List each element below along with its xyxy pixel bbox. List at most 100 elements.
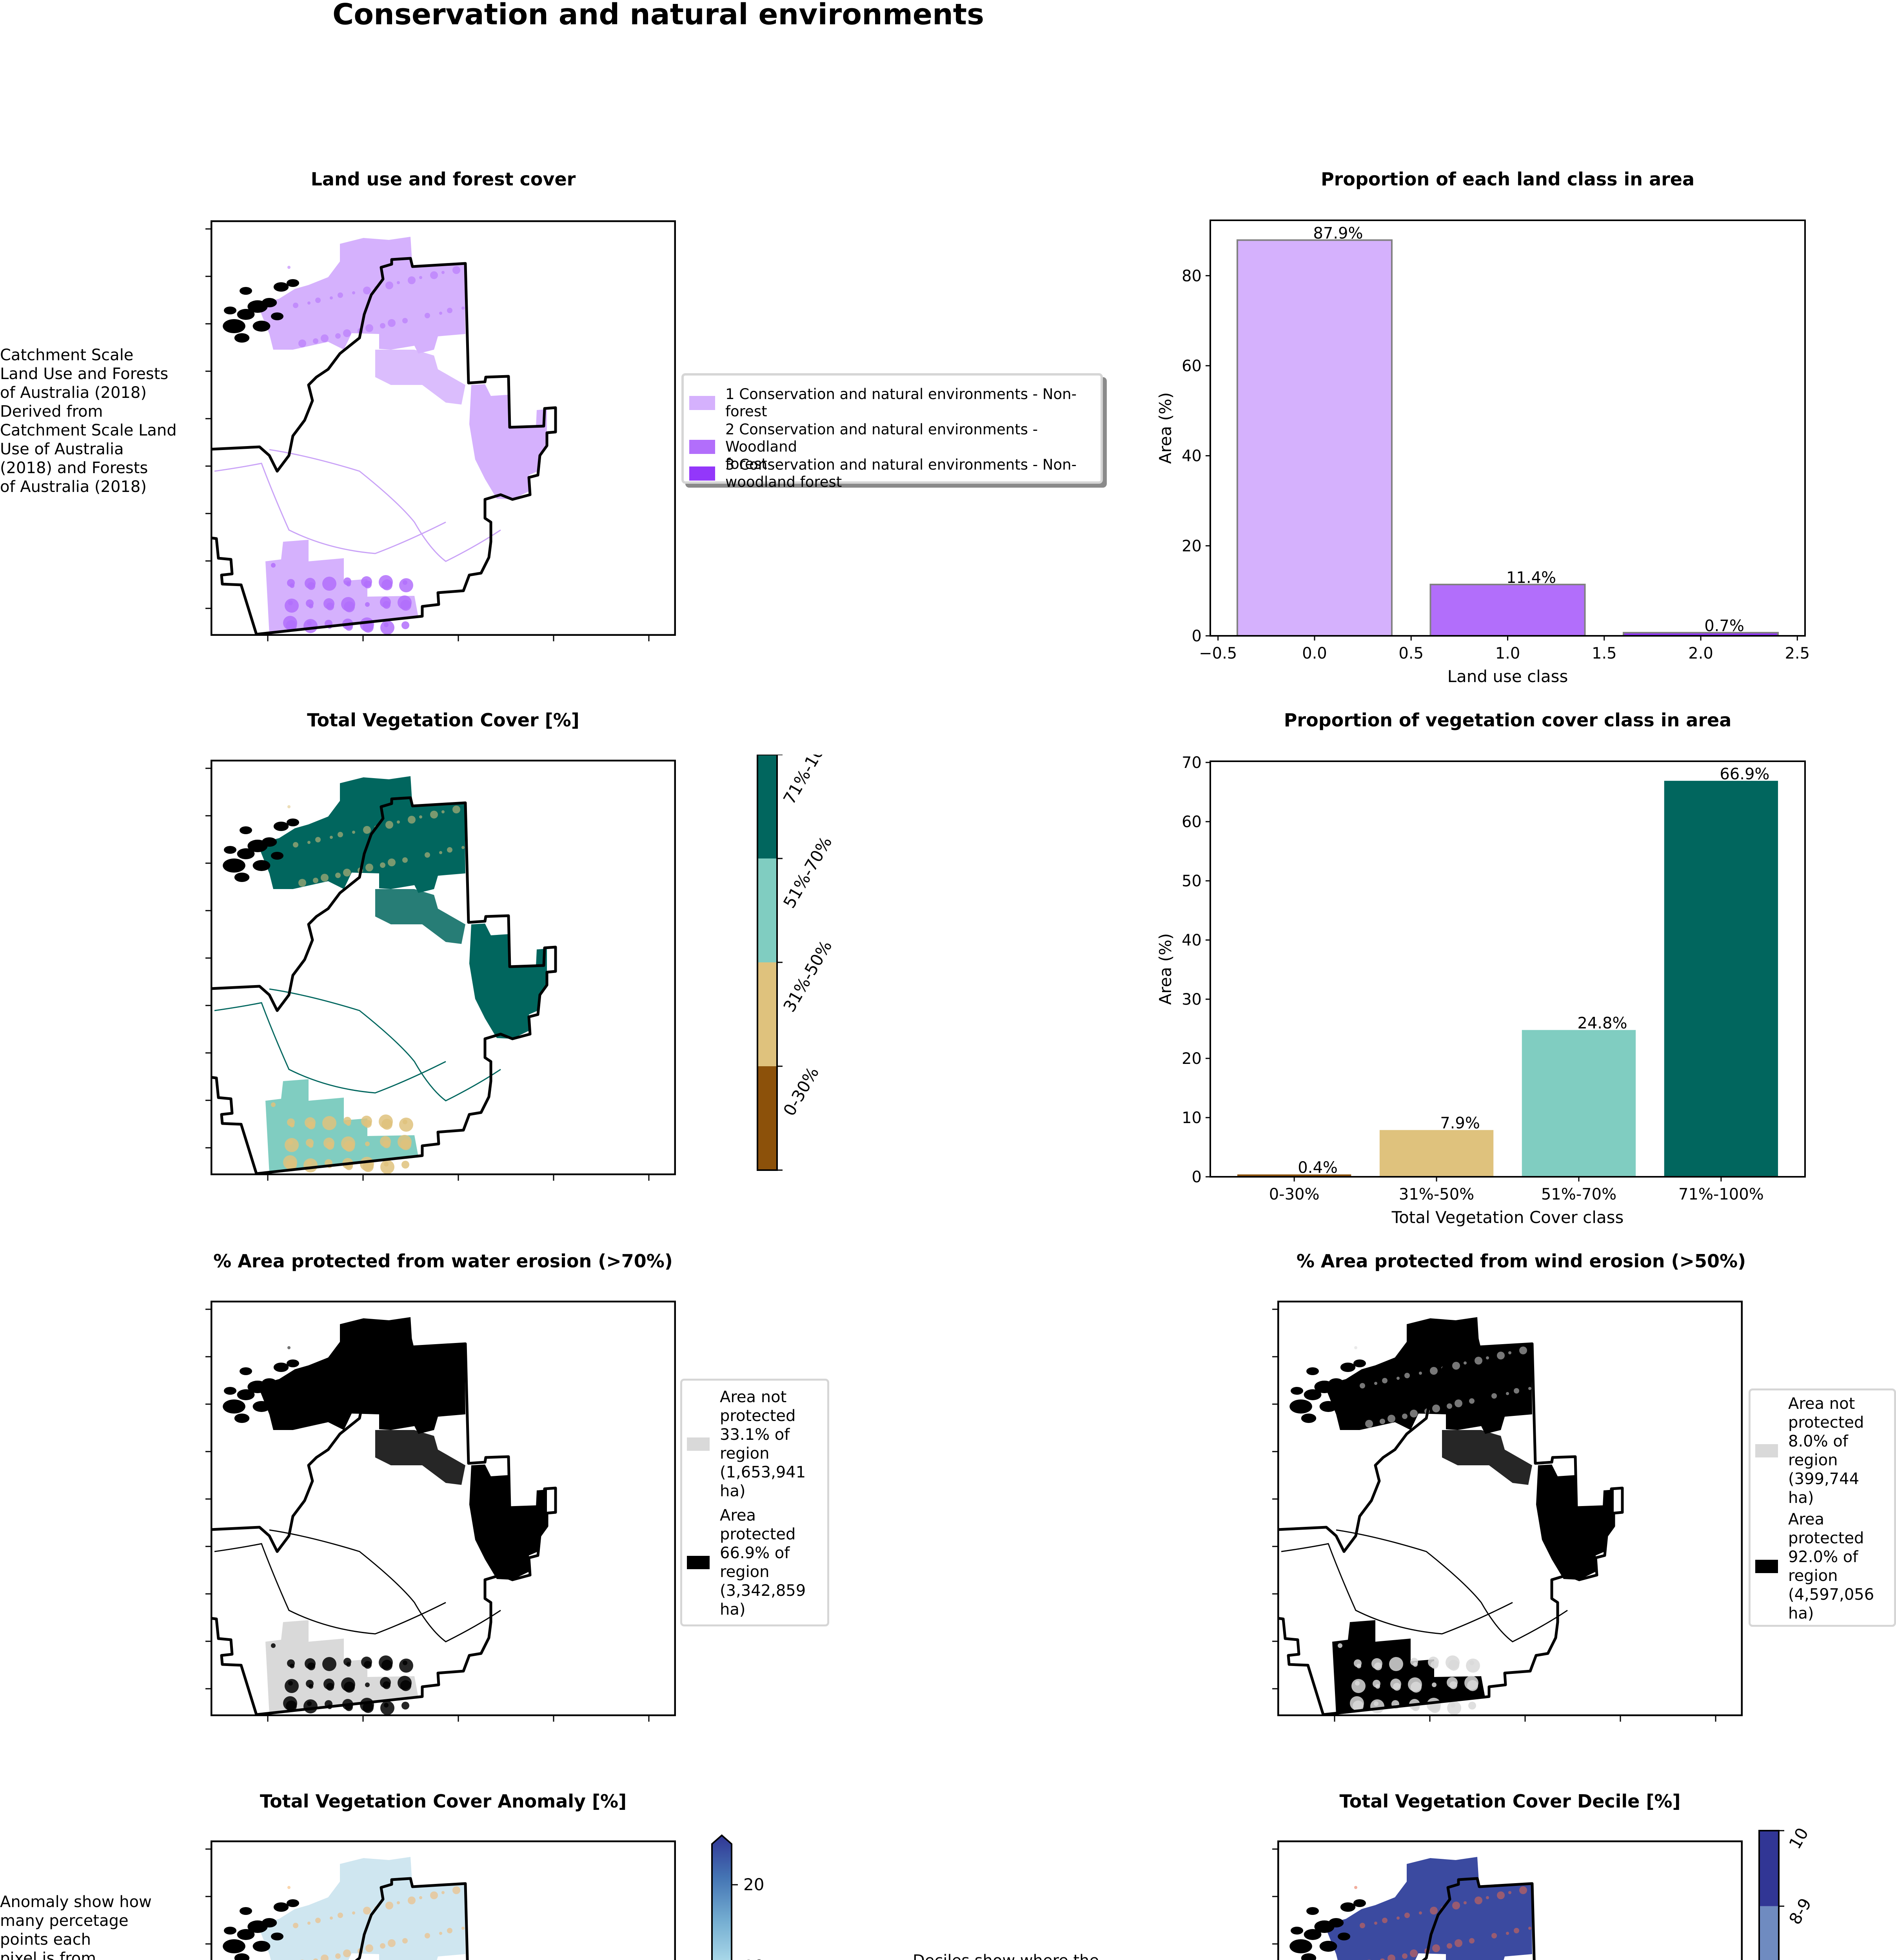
map-pixel-cluster [385, 1362, 393, 1370]
map-pixel-cluster [285, 1138, 299, 1152]
map-pixel-cluster [335, 1953, 341, 1959]
y-tick-label: 40 [1182, 931, 1202, 949]
map-pixel-cluster [363, 1907, 371, 1915]
map-pixel-cluster [1419, 1911, 1422, 1915]
legend-swatch [689, 466, 715, 481]
anomaly-map-title: Total Vegetation Cover Anomaly [%] [260, 1791, 627, 1812]
map-pixel-cluster [352, 1911, 355, 1915]
map-pixel-cluster [439, 312, 442, 315]
map-pixel-cluster [365, 1142, 370, 1146]
map-ticks [1272, 1308, 1716, 1722]
map-pixel-cluster [343, 1949, 351, 1957]
legend-item-not-protected: Area not protected 8.0% of region (399,7… [1755, 1394, 1864, 1507]
map-pixel-cluster [315, 1918, 321, 1923]
legend-swatch [689, 396, 715, 410]
map-pixel-cluster [1404, 1913, 1410, 1918]
map-pixel-cluster [335, 333, 341, 339]
map-pixel-cluster [1430, 1367, 1438, 1375]
map-pixel-cluster [323, 1138, 334, 1149]
map-north-area [258, 776, 465, 893]
map-pixel-cluster [419, 1896, 422, 1899]
y-tick-label: 0 [1192, 1168, 1202, 1186]
map-pixel-cluster [1514, 1388, 1519, 1394]
map-pixel-cluster [343, 329, 351, 337]
map-coast-feature [1328, 1918, 1344, 1927]
map-pixel-cluster [298, 879, 306, 887]
map-pixel-cluster [1387, 1415, 1395, 1423]
map-pixel-cluster [447, 847, 452, 853]
colorbar-label: 51%-70% [779, 833, 835, 911]
x-tick-label: 0.5 [1398, 644, 1424, 662]
legend-label: Area protected 92.0% of region (4,597,05… [1788, 1510, 1874, 1622]
map-pixel-cluster [287, 1346, 291, 1349]
map-pixel-cluster [1389, 1657, 1403, 1671]
map-coast-feature [273, 1902, 289, 1912]
map-pixel-cluster [315, 1378, 321, 1383]
map-region-boundary [209, 1337, 557, 1716]
map-north-area [1324, 1857, 1532, 1960]
legend-swatch [687, 1437, 710, 1451]
map-pixel-cluster [288, 1681, 293, 1686]
colorbar-label: 10 [1785, 1827, 1812, 1852]
map-pixel-cluster [1355, 1681, 1360, 1686]
map-pixel-cluster [1447, 1677, 1458, 1688]
map-pixel-cluster [425, 1933, 430, 1938]
map-pixel-cluster [402, 1398, 408, 1404]
map-pixel-cluster [288, 601, 293, 605]
map-river [269, 988, 501, 1102]
map-pixel-cluster [305, 1117, 316, 1128]
map-pixel-cluster [430, 271, 438, 279]
x-tick-label: 71%-100% [1678, 1185, 1764, 1203]
legend-label: Area not protected 33.1% of region (1,65… [720, 1388, 806, 1500]
x-tick-label: −0.5 [1199, 644, 1237, 662]
map-pixel-cluster [380, 1701, 394, 1715]
bar-data-label: 24.8% [1577, 1014, 1627, 1033]
map-coast-feature [223, 1939, 245, 1953]
map-pixel-cluster [1360, 1923, 1365, 1928]
map-axes-frame [210, 759, 676, 1176]
map-coast-feature [1304, 1929, 1322, 1940]
map-pixel-cluster [441, 1891, 445, 1894]
map-coast-feature [1289, 1939, 1312, 1953]
legend-item-protected: Area protected 92.0% of region (4,597,05… [1755, 1510, 1874, 1623]
page-title: Conservation and natural environments [332, 0, 984, 31]
map-pixel-cluster [1397, 1916, 1400, 1920]
legend-swatch [689, 440, 715, 454]
map-pixel-cluster [1452, 1902, 1460, 1909]
map-pixel-cluster [441, 271, 445, 274]
map-pixel-cluster [401, 1702, 409, 1710]
legend-item-not-protected: Area not protected 33.1% of region (1,65… [687, 1388, 806, 1501]
map-pixel-cluster [441, 1351, 445, 1354]
colorbar-segment [757, 858, 777, 962]
map-pixel-cluster [1410, 1410, 1418, 1417]
map-pixel-cluster [1447, 1943, 1452, 1949]
bar-data-label: 0.4% [1298, 1159, 1338, 1177]
map-region-boundary [1422, 1877, 1536, 1960]
map-coast-feature [1319, 1941, 1337, 1952]
map-pixel-cluster [343, 577, 351, 585]
map-pixel-cluster [380, 621, 394, 635]
map-pixel-cluster [307, 621, 312, 626]
map-pixel-cluster [363, 1367, 371, 1375]
map-south-area [265, 540, 418, 634]
legend-swatch [1755, 1444, 1778, 1457]
map-pixel-cluster [398, 1135, 412, 1149]
x-tick-label: 0-30% [1269, 1185, 1320, 1203]
map-pixel-cluster [1452, 1362, 1460, 1370]
map-river [1281, 1543, 1513, 1635]
map-pixel-cluster [1469, 1661, 1474, 1665]
map-pixel-cluster [307, 841, 311, 844]
map-pixel-cluster [439, 1932, 442, 1935]
map-pixel-cluster [1387, 1955, 1395, 1960]
map-pixel-cluster [293, 1923, 298, 1928]
decile-map-canvas [1277, 1840, 1743, 1960]
colorbar-segment [1759, 1831, 1779, 1906]
map-pixel-cluster [293, 1383, 298, 1388]
map-river [269, 1529, 501, 1642]
map-pixel-cluster [361, 1116, 372, 1127]
decile-map-title: Total Vegetation Cover Decile [%] [1339, 1791, 1681, 1812]
y-tick-label: 40 [1182, 447, 1202, 465]
map-ticks [205, 1308, 650, 1722]
map-pixel-cluster [363, 826, 371, 834]
map-coast-feature [271, 852, 283, 860]
